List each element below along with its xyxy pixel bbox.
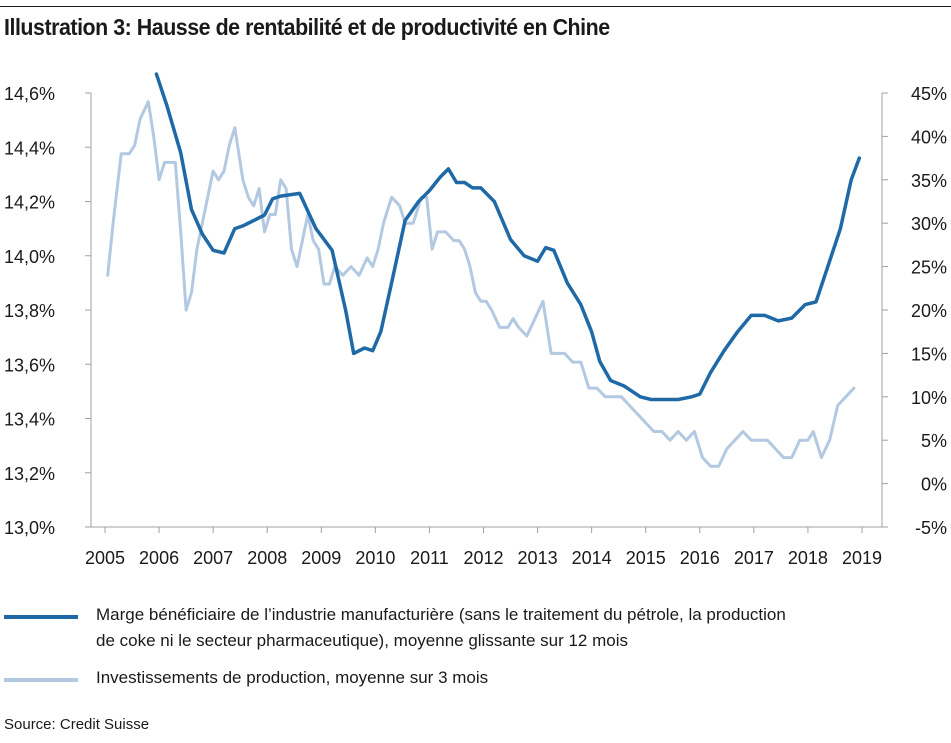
series-line-margin (154, 72, 862, 402)
x-axis-ticks: 2005 2006 2007 2008 2009 2010 2011 2012 2013 2014… (85, 527, 882, 568)
line-chart: 13,0% 13,2% 13,4% 13,6% 13,8% 14,0% 14,2% 14,4%… (4, 72, 947, 568)
right-tick-label: 0% (921, 475, 947, 495)
right-tick-label: 15% (911, 344, 947, 364)
left-axis-ticks: 13,0% 13,2% 13,4% 13,6% 13,8% 14,0% 14,2% 14,4%… (4, 84, 91, 538)
left-tick-label: 14,6% (4, 84, 55, 104)
left-tick-label: 13,6% (4, 355, 55, 375)
x-tick-label: 2013 (518, 548, 558, 568)
x-tick-label: 2007 (193, 548, 233, 568)
left-tick-label: 14,0% (4, 247, 55, 267)
title-rule (0, 6, 951, 7)
legend-label-margin-line2: de coke ni le secteur pharmaceutique), m… (96, 631, 629, 650)
right-axis-ticks: -5% 0% 5% 10% 15% 20% 25% 30% 35% 40% 45% (882, 84, 947, 538)
chart-axes (90, 93, 883, 528)
right-tick-label: 20% (911, 301, 947, 321)
x-tick-label: 2012 (463, 548, 503, 568)
left-tick-label: 13,2% (4, 464, 55, 484)
x-tick-label: 2014 (572, 548, 612, 568)
x-tick-label: 2019 (842, 548, 882, 568)
left-tick-label: 14,2% (4, 193, 55, 213)
x-tick-label: 2005 (85, 548, 125, 568)
right-tick-label: 40% (911, 127, 947, 147)
x-tick-label: 2006 (139, 548, 179, 568)
x-tick-label: 2015 (626, 548, 666, 568)
legend-label-margin: Marge bénéficiaire de l’industrie manufa… (96, 602, 896, 654)
x-tick-label: 2009 (301, 548, 341, 568)
x-tick-label: 2017 (734, 548, 774, 568)
right-tick-label: 10% (911, 388, 947, 408)
chart-title: Illustration 3: Hausse de rentabilité et… (4, 14, 610, 40)
legend-label-margin-line1: Marge bénéficiaire de l’industrie manufa… (96, 605, 786, 624)
right-tick-label: -5% (915, 518, 947, 538)
x-tick-label: 2011 (410, 548, 449, 568)
legend-swatch-investment (4, 678, 78, 682)
right-tick-label: 25% (911, 258, 947, 278)
right-tick-label: 5% (921, 431, 947, 451)
left-tick-label: 13,8% (4, 301, 55, 321)
x-tick-label: 2010 (355, 548, 395, 568)
left-tick-label: 13,4% (4, 410, 55, 430)
source-note: Source: Credit Suisse (4, 716, 150, 733)
series-line-investment (106, 100, 856, 468)
left-tick-label: 13,0% (4, 518, 55, 538)
legend-swatch-margin (4, 615, 78, 619)
legend-label-investment: Investissements de production, moyenne s… (96, 668, 489, 687)
right-tick-label: 45% (911, 84, 947, 104)
x-tick-label: 2018 (788, 548, 828, 568)
x-tick-label: 2016 (680, 548, 720, 568)
right-tick-label: 30% (911, 214, 947, 234)
right-tick-label: 35% (911, 171, 947, 191)
x-tick-label: 2008 (247, 548, 287, 568)
left-tick-label: 14,4% (4, 138, 55, 158)
